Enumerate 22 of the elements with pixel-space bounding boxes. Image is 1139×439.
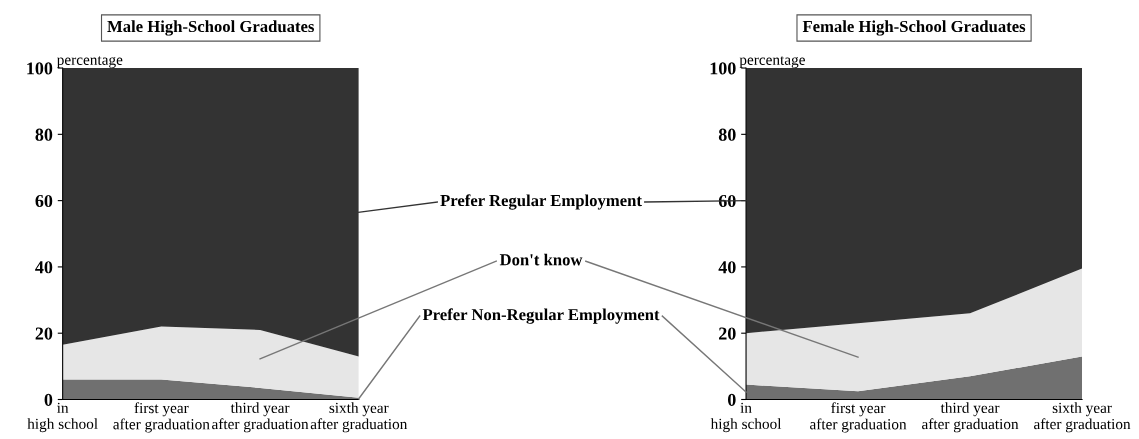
y-axis-title: percentage	[739, 56, 805, 69]
y-tick-label: 40	[718, 261, 736, 274]
text: Prefer Non-Regular Employment	[422, 308, 660, 324]
y-tick-label: 20	[719, 327, 736, 340]
y-tick-label: 100	[27, 62, 53, 75]
x-tick-label: third year after graduation	[212, 402, 309, 433]
x-tick-label: third year after graduation	[922, 402, 1019, 433]
y-tick-label: 100	[710, 62, 736, 75]
chart-title: Male High-School Graduates	[107, 20, 315, 36]
x-tick-label: first year after graduation	[113, 402, 210, 433]
y-tick-label: 80	[718, 128, 736, 141]
y-tick-label: 40	[35, 261, 53, 274]
y-tick-label: 80	[35, 128, 53, 141]
x-tick-label: sixth year after graduation	[310, 402, 408, 433]
y-tick-label: 60	[35, 194, 53, 208]
text: Don't know	[499, 253, 583, 266]
y-tick-label: 20	[35, 327, 53, 340]
legend-label: Prefer Regular Employment	[440, 194, 642, 210]
y-axis-title: percentage	[56, 56, 123, 69]
x-tick-label: sixth year after graduation	[1034, 402, 1131, 433]
x-tick-label: first year after graduation	[810, 402, 907, 433]
chart-title: Female High-School Graduates	[802, 20, 1026, 36]
